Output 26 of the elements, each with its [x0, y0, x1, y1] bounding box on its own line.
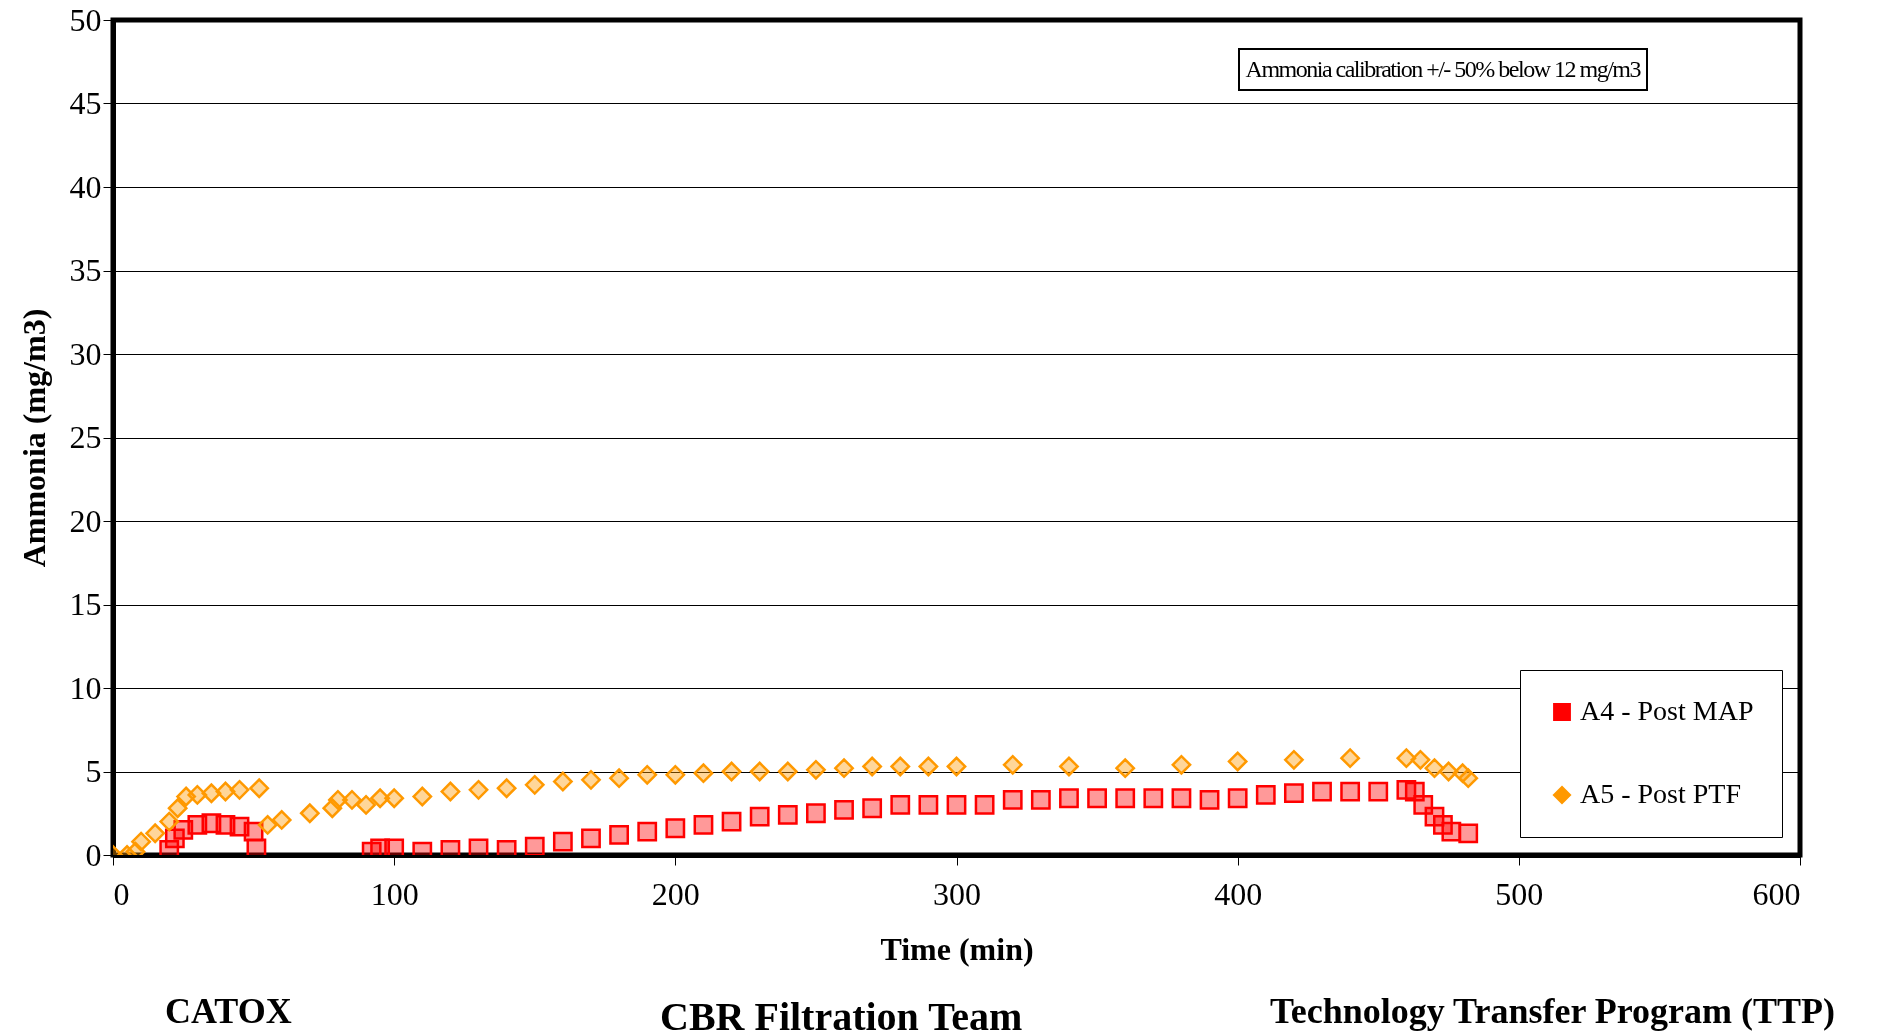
x-tick-label: 0 — [113, 875, 130, 912]
y-tick-label: 5 — [85, 753, 102, 789]
x-tick-label: 200 — [651, 875, 700, 912]
legend-label: A5 - Post PTF — [1580, 778, 1742, 809]
x-tick-label: 300 — [933, 875, 981, 912]
y-axis-title: Ammonia (mg/m3) — [15, 308, 52, 568]
annotation: Ammonia calibration +/- 50% below 12 mg/m3 — [1237, 48, 1648, 91]
y-tick-label: 45 — [69, 85, 102, 121]
x-axis-title: Time (min) — [880, 930, 1034, 967]
y-tick-label: 50 — [69, 1, 102, 38]
x-tick-label: 500 — [1495, 875, 1544, 912]
y-tick-label: 25 — [69, 419, 102, 455]
y-tick-label: 30 — [69, 335, 102, 372]
text: CATOX — [165, 990, 292, 1032]
x-tick-label: 600 — [1752, 875, 1801, 912]
y-tick-label: 10 — [69, 669, 102, 706]
x-tick-label: 100 — [370, 875, 419, 912]
y-tick-label: 35 — [69, 252, 102, 288]
text: Technology Transfer Program (TTP) — [1270, 990, 1835, 1032]
y-tick-label: 20 — [69, 502, 102, 539]
legend-label: A4 - Post MAP — [1580, 695, 1754, 726]
y-tick-label: 15 — [69, 586, 102, 622]
x-tick-label: 400 — [1214, 875, 1263, 912]
y-tick-label: 40 — [69, 168, 102, 205]
text: CBR Filtration Team — [660, 993, 1023, 1032]
y-tick-label: 0 — [85, 836, 102, 873]
